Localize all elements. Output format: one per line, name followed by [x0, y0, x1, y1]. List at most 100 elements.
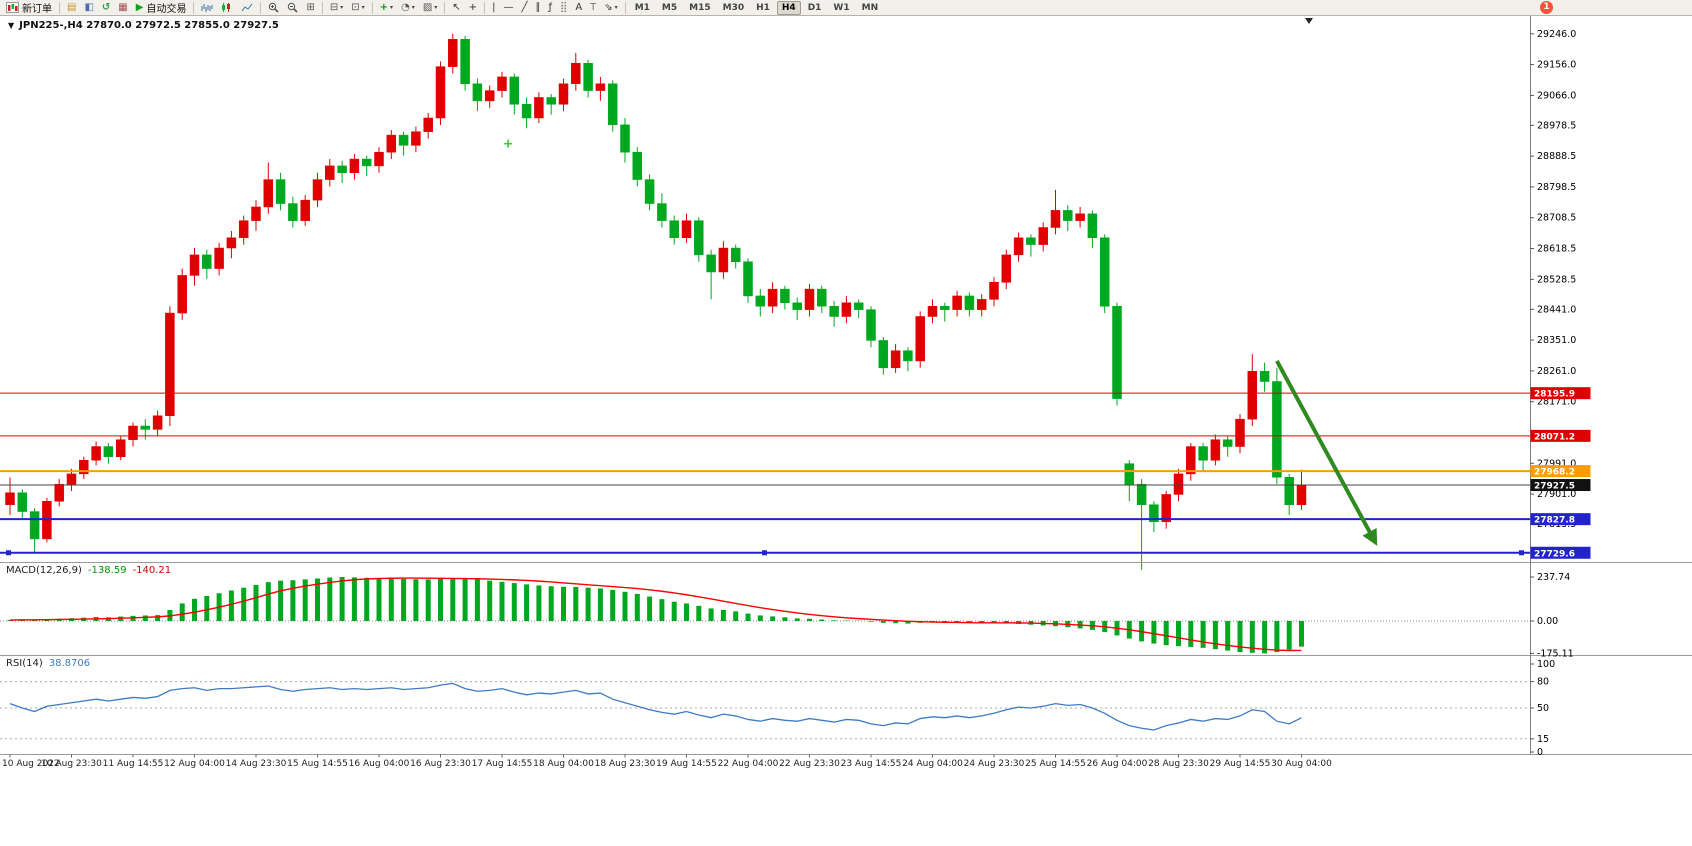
arrange-icon: ⊟: [329, 1, 339, 13]
autotrading-button[interactable]: ▶ 自动交易: [135, 1, 187, 15]
svg-text:28071.2: 28071.2: [1534, 432, 1575, 442]
trendline-icon: ╱: [521, 1, 528, 13]
new-order-icon: [6, 2, 19, 13]
horizontal-line-objects[interactable]: [0, 392, 1530, 556]
macd-title: MACD(12,26,9): [6, 565, 82, 576]
svg-text:28798.5: 28798.5: [1537, 182, 1576, 193]
toolbar-separator: [624, 1, 626, 14]
svg-text:28888.5: 28888.5: [1537, 151, 1576, 162]
timeframe-w1-button[interactable]: W1: [833, 2, 850, 13]
dropdown-caret-icon: ▾: [614, 4, 618, 11]
trend-arrow-object[interactable]: [1275, 360, 1378, 546]
toolbar-separator: [260, 1, 262, 14]
svg-text:28171.0: 28171.0: [1537, 397, 1576, 408]
text-icon: A: [575, 1, 583, 13]
data-window-button[interactable]: ◧: [81, 1, 96, 15]
dropdown-caret-icon: ▾: [361, 4, 365, 11]
terminal-button[interactable]: ▦: [115, 1, 130, 15]
new-order-button[interactable]: 新订单: [3, 1, 55, 15]
chart-candles-icon: [221, 2, 233, 13]
arrows-button[interactable]: ⇘ ▾: [601, 1, 620, 15]
label-button[interactable]: T: [587, 1, 599, 15]
crosshair-button[interactable]: +: [466, 1, 480, 15]
market-watch-icon: ▤: [67, 1, 77, 13]
panel-separators: [0, 16, 1692, 755]
templates-icon: ▨: [422, 1, 433, 13]
svg-text:10 Aug 2022: 10 Aug 2022: [2, 759, 60, 769]
trendline-button[interactable]: ╱: [518, 1, 530, 15]
navigator-button[interactable]: ↺: [99, 1, 113, 15]
shapes-icon: ⣿: [560, 1, 568, 13]
timeframe-d1-button[interactable]: D1: [807, 2, 822, 13]
svg-text:27927.5: 27927.5: [1534, 482, 1575, 492]
svg-text:16 Aug 04:00: 16 Aug 04:00: [349, 759, 410, 769]
zoom-in-button[interactable]: [265, 1, 282, 15]
bar-chart-button[interactable]: [198, 1, 216, 15]
svg-text:16 Aug 23:30: 16 Aug 23:30: [410, 759, 471, 769]
candlestick-chart-button[interactable]: [218, 1, 236, 15]
new-chart-button[interactable]: ⊟ ▾: [327, 1, 346, 15]
macd-indicator-label: MACD(12,26,9) -138.59 -140.21: [6, 565, 171, 576]
svg-text:27827.8: 27827.8: [1534, 516, 1575, 526]
svg-text:11 Aug 14:55: 11 Aug 14:55: [103, 759, 164, 769]
label-icon: T: [590, 1, 597, 13]
text-button[interactable]: A: [572, 1, 585, 15]
svg-text:0.00: 0.00: [1537, 616, 1558, 627]
timeframe-h1-button[interactable]: H1: [756, 2, 770, 13]
one-click-trading-icon[interactable]: ▼: [8, 21, 15, 30]
hline-icon: —: [503, 1, 514, 13]
svg-text:27991.0: 27991.0: [1537, 458, 1576, 469]
svg-text:100: 100: [1537, 659, 1555, 670]
shapes-button[interactable]: ⣿: [557, 1, 570, 15]
svg-text:80: 80: [1537, 677, 1549, 688]
notification-badge[interactable]: 1: [1540, 1, 1553, 14]
svg-text:28441.0: 28441.0: [1537, 304, 1576, 315]
svg-text:27968.2: 27968.2: [1534, 468, 1575, 478]
toolbar-separator: [371, 1, 373, 14]
horizontal-line-button[interactable]: —: [500, 1, 516, 15]
tile-windows-icon: ⊞: [306, 1, 315, 13]
vertical-line-button[interactable]: |: [489, 1, 498, 15]
tile-windows-button[interactable]: ⊞: [303, 1, 317, 15]
templates-button[interactable]: ▨ ▾: [420, 1, 440, 15]
periods-button[interactable]: ◔ ▾: [398, 1, 418, 15]
rsi-title: RSI(14): [6, 658, 43, 669]
svg-text:15 Aug 14:55: 15 Aug 14:55: [287, 759, 348, 769]
channel-button[interactable]: ∥: [532, 1, 543, 15]
svg-text:-175.11: -175.11: [1537, 648, 1574, 659]
toolbar-separator: [59, 1, 60, 14]
vline-icon: |: [492, 1, 496, 13]
scroll-anchor-icon[interactable]: [1305, 18, 1313, 24]
svg-text:27729.6: 27729.6: [1534, 549, 1575, 559]
svg-text:28351.0: 28351.0: [1537, 335, 1576, 346]
svg-text:18 Aug 04:00: 18 Aug 04:00: [533, 759, 594, 769]
timeframe-m5-button[interactable]: M5: [661, 2, 678, 13]
zoom-out-button[interactable]: [284, 1, 301, 15]
timeframe-m1-button[interactable]: M1: [634, 2, 650, 13]
rsi-indicator-label: RSI(14) 38.8706: [6, 658, 90, 669]
cursor-button[interactable]: ↖: [449, 1, 463, 15]
timeframe-mn-button[interactable]: MN: [861, 2, 879, 13]
svg-text:28708.5: 28708.5: [1537, 213, 1576, 224]
zoom-in-icon: [268, 2, 280, 13]
terminal-icon: ▦: [118, 1, 128, 13]
svg-text:18 Aug 23:30: 18 Aug 23:30: [595, 759, 656, 769]
profiles-button[interactable]: ⊡ ▾: [348, 1, 367, 15]
fibonacci-button[interactable]: ƒ: [545, 1, 555, 15]
market-watch-button[interactable]: ▤: [64, 1, 79, 15]
timeframe-m15-button[interactable]: M15: [689, 2, 711, 13]
svg-text:28195.9: 28195.9: [1534, 390, 1575, 400]
svg-text:14 Aug 23:30: 14 Aug 23:30: [226, 759, 287, 769]
timeframe-m30-button[interactable]: M30: [722, 2, 745, 13]
toolbar-separator: [193, 1, 195, 14]
timeframe-h4-button[interactable]: H4: [776, 0, 801, 15]
chart-bars-icon: [201, 3, 213, 13]
indicators-button[interactable]: + ▾: [377, 1, 396, 15]
toolbar-separator: [444, 1, 446, 14]
channel-icon: ∥: [535, 1, 541, 13]
macd-signal-value: -140.21: [132, 565, 172, 576]
line-chart-button[interactable]: [238, 1, 256, 15]
svg-text:15: 15: [1537, 734, 1549, 745]
